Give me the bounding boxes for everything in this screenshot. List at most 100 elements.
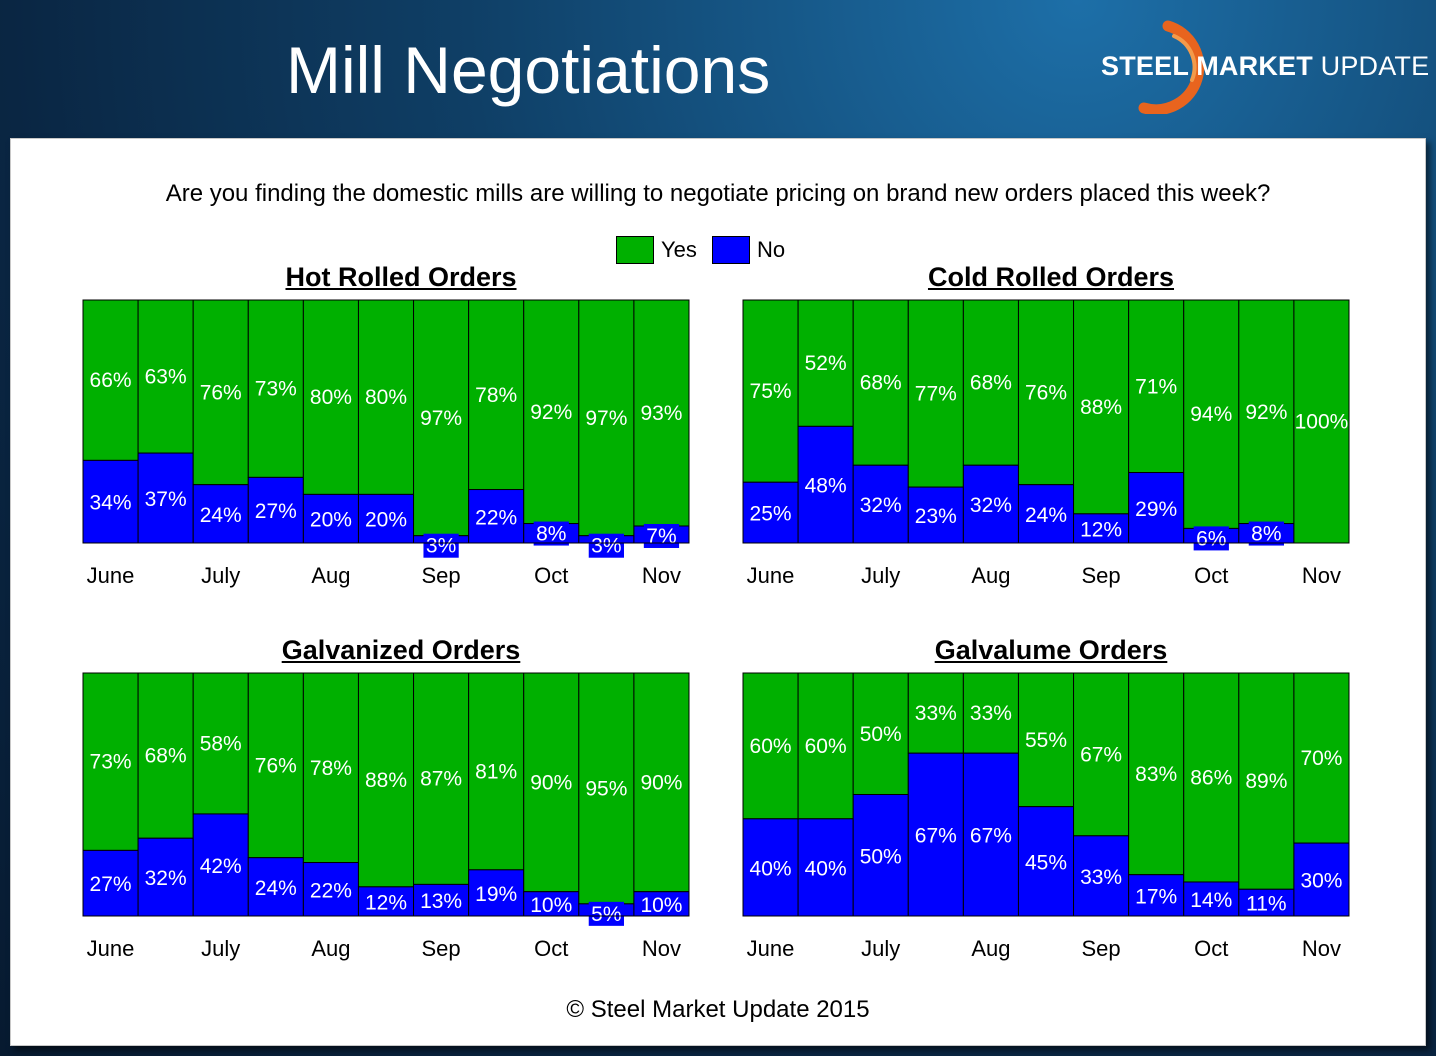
label-yes-7: 81%	[475, 760, 517, 783]
bar-yes-8	[523, 672, 580, 893]
label-yes-0: 73%	[90, 751, 132, 774]
tick-label-sep: Sep	[1082, 563, 1121, 588]
label-no-8: 14%	[1190, 889, 1232, 912]
legend-label-yes: Yes	[661, 237, 697, 262]
legend-swatch-no	[712, 236, 750, 264]
tick-label-nov: Nov	[1302, 936, 1341, 961]
bar-yes-2	[852, 672, 909, 795]
tick-label-july: July	[201, 936, 240, 961]
tick-label-aug: Aug	[971, 563, 1010, 588]
bar-no-2	[192, 813, 249, 917]
copyright: © Steel Market Update 2015	[566, 996, 870, 1023]
label-yes-8: 94%	[1190, 403, 1232, 426]
label-yes-7: 83%	[1135, 763, 1177, 786]
label-no-7: 22%	[475, 506, 517, 529]
bar-no-4	[302, 493, 359, 544]
label-no-7: 19%	[475, 883, 517, 906]
label-no-1: 48%	[805, 475, 847, 498]
label-yes-5: 80%	[365, 386, 407, 409]
label-yes-10: 100%	[1295, 411, 1349, 434]
bar-yes-6	[1073, 299, 1130, 515]
label-no-7: 17%	[1135, 885, 1177, 908]
label-yes-9: 97%	[585, 407, 627, 430]
plot-frame	[82, 299, 690, 544]
bar-no-6	[1073, 835, 1130, 917]
label-tag-no-9	[588, 901, 624, 926]
label-no-1: 37%	[145, 488, 187, 511]
plot-frame	[742, 672, 1350, 917]
bar-no-7	[1128, 874, 1185, 917]
tick-label-june: June	[747, 936, 795, 961]
label-no-9: 11%	[1246, 893, 1286, 916]
label-no-6: 13%	[420, 890, 462, 913]
label-no-10: 30%	[1300, 870, 1342, 893]
label-yes-2: 50%	[860, 723, 902, 746]
label-no-0: 27%	[90, 873, 132, 896]
label-no-2: 42%	[200, 855, 242, 878]
label-no-8: 10%	[530, 894, 572, 917]
chart-title-cold-rolled: Cold Rolled Orders	[927, 262, 1175, 292]
label-yes-8: 90%	[530, 771, 572, 794]
label-no-8: 6%	[1196, 527, 1226, 550]
label-yes-4: 78%	[310, 757, 352, 780]
bar-yes-9	[578, 299, 635, 537]
bar-no-5	[1017, 806, 1075, 917]
bar-no-4	[962, 752, 1019, 917]
label-yes-5: 76%	[1025, 381, 1067, 404]
chart-hot-rolled: 66% 34% 63% 37% 76% 24% 73% 27% 80% 20% 80% 20% 97% 3…	[82, 299, 690, 588]
bar-no-9	[1238, 888, 1295, 917]
label-yes-4: 33%	[970, 702, 1012, 725]
tick-label-sep: Sep	[422, 936, 461, 961]
label-yes-1: 52%	[805, 352, 847, 375]
label-yes-2: 58%	[200, 732, 242, 755]
label-no-10: 7%	[646, 525, 676, 548]
label-no-7: 29%	[1135, 498, 1177, 521]
label-yes-1: 68%	[145, 745, 187, 768]
label-no-4: 20%	[310, 509, 352, 532]
label-yes-6: 87%	[420, 768, 462, 791]
bar-no-1	[797, 818, 854, 917]
bar-no-1	[137, 452, 194, 544]
label-no-2: 32%	[860, 494, 902, 517]
label-yes-1: 63%	[145, 366, 187, 389]
label-yes-2: 68%	[860, 372, 902, 395]
chart-title-hot-rolled: Hot Rolled Orders	[285, 262, 517, 292]
tick-label-oct: Oct	[534, 936, 568, 961]
label-yes-4: 80%	[310, 386, 352, 409]
tick-label-oct: Oct	[534, 563, 568, 588]
bar-yes-8	[1183, 299, 1240, 529]
brand-name-bold: STEEL MARKET	[1101, 51, 1313, 81]
label-tag-no-9	[1248, 521, 1284, 546]
bar-yes-3	[907, 672, 964, 754]
tick-label-aug: Aug	[311, 563, 350, 588]
label-no-5: 45%	[1025, 851, 1067, 874]
header: Mill Negotiations STEEL MARKET UPDATE	[0, 0, 1436, 138]
brand-name: STEEL MARKET UPDATE	[1101, 50, 1429, 82]
legend-label-no: No	[757, 237, 786, 262]
label-yes-3: 77%	[915, 383, 957, 406]
label-no-1: 40%	[805, 857, 847, 880]
label-yes-6: 88%	[1080, 396, 1122, 419]
tick-label-june: June	[87, 563, 135, 588]
bar-yes-7	[468, 299, 525, 491]
label-no-3: 24%	[255, 877, 297, 900]
bar-no-3	[907, 486, 964, 544]
bar-no-2	[192, 484, 249, 544]
bar-yes-6	[413, 299, 470, 537]
label-yes-0: 66%	[90, 369, 132, 392]
label-tag-no-8	[533, 521, 569, 546]
label-no-3: 67%	[915, 825, 957, 848]
label-yes-3: 76%	[255, 754, 297, 777]
label-no-9: 5%	[591, 903, 621, 926]
bar-no-4	[962, 464, 1019, 544]
label-yes-9: 89%	[1245, 770, 1287, 793]
label-yes-5: 88%	[365, 769, 407, 792]
tick-label-nov: Nov	[1302, 563, 1341, 588]
bar-yes-5	[1017, 672, 1075, 808]
label-yes-6: 67%	[1080, 743, 1122, 766]
plot-frame	[742, 299, 1350, 544]
label-no-3: 23%	[915, 505, 957, 528]
label-no-1: 32%	[145, 867, 187, 890]
tick-label-oct: Oct	[1194, 936, 1228, 961]
bar-yes-8	[1183, 672, 1240, 883]
